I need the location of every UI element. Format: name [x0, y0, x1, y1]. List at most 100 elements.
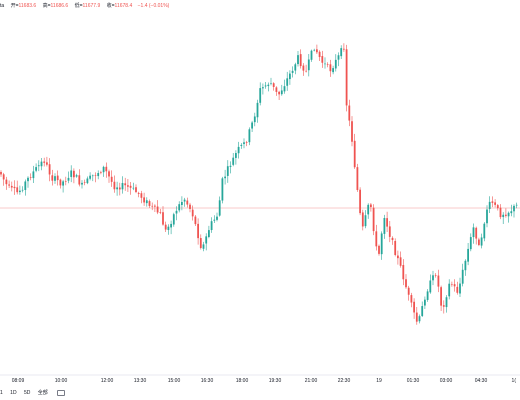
candle-body: [172, 214, 175, 225]
legend-open-value: 11683.6: [18, 3, 37, 9]
candle-body: [421, 306, 424, 316]
candle-body: [94, 175, 97, 177]
candle-body: [43, 161, 46, 163]
candle-body: [478, 239, 480, 245]
candle-body: [313, 49, 316, 51]
candle-body: [121, 183, 124, 190]
candle-body: [78, 175, 81, 185]
candle-body: [475, 227, 478, 239]
candle-body: [70, 170, 73, 177]
candle-body: [100, 172, 102, 173]
time-tick-label: 08:09: [12, 378, 25, 384]
candle-body: [59, 179, 62, 186]
candle-body: [199, 238, 202, 248]
legend-high-label: 高=: [42, 3, 51, 9]
candle-body: [262, 87, 264, 89]
candle-body: [513, 205, 515, 212]
legend-symbol-fragment: ta: [0, 3, 5, 9]
candle-body: [116, 187, 118, 190]
calendar-icon[interactable]: [57, 389, 66, 396]
candle-body: [499, 207, 502, 218]
timeframe-1d[interactable]: 1D: [10, 390, 17, 396]
candle-body: [405, 279, 407, 288]
candle-body: [140, 193, 143, 198]
candle-body: [267, 84, 270, 87]
candle-body: [370, 204, 372, 208]
candle-body: [221, 178, 224, 201]
legend-low-label: 低=: [74, 3, 83, 9]
candle-body: [345, 49, 348, 106]
candle-body: [275, 87, 278, 92]
candle-body: [502, 214, 505, 218]
timeframe-1[interactable]: 1: [0, 390, 3, 396]
candle-body: [67, 177, 70, 181]
candle-body: [488, 201, 491, 210]
candle-body: [361, 212, 364, 227]
candle-body: [148, 201, 151, 206]
candle-body: [13, 186, 16, 189]
candle-body: [154, 205, 156, 207]
legend-close-label: 收=: [106, 3, 115, 9]
candle-body: [324, 63, 326, 65]
candle-body: [429, 280, 432, 293]
time-tick-label: 12:00: [101, 378, 114, 384]
candle-body: [353, 140, 356, 168]
candle-body: [299, 54, 302, 67]
candle-body: [159, 212, 162, 213]
candle-body: [151, 205, 154, 207]
candle-body: [383, 218, 386, 234]
candle-body: [183, 199, 186, 202]
candle-body: [132, 187, 135, 189]
candle-body: [40, 161, 43, 167]
candle-body: [54, 176, 56, 181]
candle-body: [102, 166, 105, 173]
candle-body: [372, 207, 375, 232]
candle-body: [218, 200, 221, 216]
candle-body: [251, 122, 253, 129]
candle-body: [216, 216, 218, 220]
time-tick-label: 13:30: [134, 378, 147, 384]
candle-body: [483, 223, 486, 239]
candle-body: [469, 237, 472, 250]
candle-body: [305, 70, 307, 72]
candle-body: [456, 286, 459, 293]
candle-body: [334, 59, 337, 69]
candle-body: [21, 189, 24, 191]
candle-body: [145, 200, 148, 204]
time-tick-label: 21:00: [305, 378, 318, 384]
candle-body: [386, 218, 388, 227]
candle-body: [459, 283, 461, 294]
candle-body: [181, 201, 183, 206]
candle-body: [464, 260, 467, 271]
candle-body: [515, 204, 518, 206]
candle-body: [127, 185, 129, 187]
candle-body: [391, 237, 394, 241]
candle-body: [286, 78, 289, 86]
candle-body: [289, 73, 291, 80]
timeframe-5d[interactable]: 5D: [23, 390, 31, 396]
candle-body: [448, 283, 451, 297]
time-tick-label: 04:30: [475, 378, 488, 384]
candle-body: [75, 175, 78, 177]
candle-body: [143, 197, 145, 203]
candle-body: [272, 83, 275, 87]
timeframe-all[interactable]: 全部: [37, 390, 48, 396]
candle-body: [494, 202, 496, 205]
candle-body: [197, 223, 199, 239]
candle-body: [294, 64, 297, 71]
candle-body: [170, 223, 172, 228]
candle-body: [56, 175, 59, 181]
time-tick-label: 18:00: [236, 378, 249, 384]
legend-change-value: −1.4 (−0.01%): [137, 3, 170, 9]
candle-body: [326, 64, 329, 65]
candle-body: [321, 56, 324, 63]
candle-body: [51, 175, 54, 181]
candle-body: [399, 257, 402, 266]
candle-body: [434, 275, 437, 276]
candle-body: [453, 284, 456, 287]
candle-body: [29, 177, 32, 178]
candle-body: [32, 171, 35, 179]
candle-body: [280, 90, 283, 95]
candle-body: [213, 219, 216, 221]
